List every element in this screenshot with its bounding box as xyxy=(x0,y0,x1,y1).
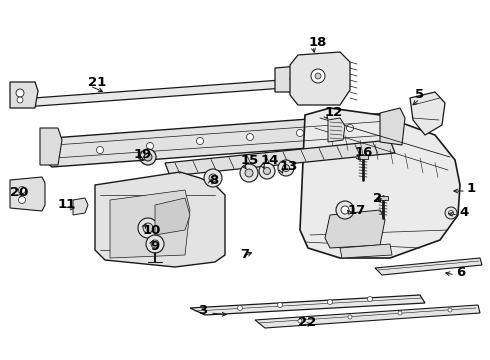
Text: 17: 17 xyxy=(348,203,366,216)
Polygon shape xyxy=(328,118,345,142)
Text: 7: 7 xyxy=(240,248,249,261)
Circle shape xyxy=(445,207,457,219)
Polygon shape xyxy=(95,172,225,267)
Circle shape xyxy=(240,164,258,182)
Circle shape xyxy=(144,153,152,161)
Circle shape xyxy=(448,308,452,312)
Text: 5: 5 xyxy=(415,89,424,102)
Circle shape xyxy=(19,186,25,194)
Circle shape xyxy=(151,240,159,248)
Circle shape xyxy=(143,223,153,233)
Circle shape xyxy=(296,130,303,136)
Polygon shape xyxy=(10,177,45,211)
Text: 12: 12 xyxy=(325,105,343,118)
Circle shape xyxy=(336,201,354,219)
Circle shape xyxy=(398,311,402,315)
Circle shape xyxy=(315,73,321,79)
Polygon shape xyxy=(340,244,392,258)
Circle shape xyxy=(17,97,23,103)
Polygon shape xyxy=(73,198,88,215)
Text: 22: 22 xyxy=(298,316,316,329)
Text: 3: 3 xyxy=(198,303,207,316)
Text: 13: 13 xyxy=(280,159,298,172)
Polygon shape xyxy=(165,140,395,176)
Circle shape xyxy=(368,297,372,302)
Circle shape xyxy=(278,160,294,176)
Text: 6: 6 xyxy=(456,266,465,279)
Text: 10: 10 xyxy=(143,224,161,237)
Text: 1: 1 xyxy=(467,181,476,194)
Text: 8: 8 xyxy=(209,175,218,188)
Text: 9: 9 xyxy=(150,239,159,252)
Text: 18: 18 xyxy=(309,36,327,49)
Text: 19: 19 xyxy=(134,148,152,162)
Polygon shape xyxy=(45,113,395,167)
Circle shape xyxy=(16,89,24,97)
Polygon shape xyxy=(325,210,385,248)
Polygon shape xyxy=(300,108,460,258)
Polygon shape xyxy=(380,108,405,145)
Polygon shape xyxy=(190,295,425,315)
Text: 21: 21 xyxy=(88,76,106,89)
Circle shape xyxy=(327,300,333,305)
Circle shape xyxy=(146,235,164,253)
Polygon shape xyxy=(275,65,315,92)
Text: 15: 15 xyxy=(241,154,259,167)
Text: 11: 11 xyxy=(58,198,76,211)
Circle shape xyxy=(277,302,283,307)
Circle shape xyxy=(140,149,156,165)
Circle shape xyxy=(209,174,217,182)
Circle shape xyxy=(283,165,290,171)
Polygon shape xyxy=(110,190,190,258)
Polygon shape xyxy=(290,52,350,105)
Circle shape xyxy=(147,143,153,149)
Circle shape xyxy=(311,69,325,83)
Circle shape xyxy=(348,315,352,319)
Text: 14: 14 xyxy=(261,154,279,167)
Circle shape xyxy=(196,138,203,144)
Polygon shape xyxy=(40,128,62,165)
Circle shape xyxy=(290,74,300,84)
Text: 2: 2 xyxy=(373,192,382,204)
Circle shape xyxy=(19,197,25,203)
Polygon shape xyxy=(410,92,445,135)
Polygon shape xyxy=(358,155,368,159)
Circle shape xyxy=(448,211,454,216)
Circle shape xyxy=(259,163,275,179)
Circle shape xyxy=(264,167,270,175)
Circle shape xyxy=(204,169,222,187)
Circle shape xyxy=(97,147,103,153)
Circle shape xyxy=(138,218,158,238)
Circle shape xyxy=(246,134,253,140)
Text: 20: 20 xyxy=(10,186,28,199)
Polygon shape xyxy=(375,258,482,275)
Text: 16: 16 xyxy=(355,147,373,159)
Polygon shape xyxy=(10,82,38,108)
Circle shape xyxy=(341,206,349,214)
Text: 4: 4 xyxy=(459,206,468,219)
Polygon shape xyxy=(20,79,298,107)
Polygon shape xyxy=(378,196,388,200)
Circle shape xyxy=(298,319,302,323)
Polygon shape xyxy=(255,305,480,328)
Circle shape xyxy=(238,306,243,310)
Circle shape xyxy=(245,169,253,177)
Circle shape xyxy=(346,125,353,131)
Polygon shape xyxy=(155,198,190,235)
